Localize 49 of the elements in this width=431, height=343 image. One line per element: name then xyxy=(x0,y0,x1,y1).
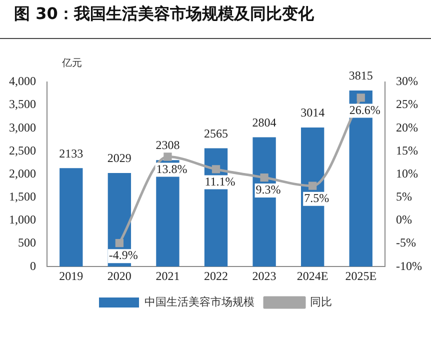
y-tick-label: 3,000 xyxy=(9,120,36,134)
data-label: 3014 xyxy=(300,106,325,120)
y2-tick-label: -10% xyxy=(396,258,422,273)
data-label: 26.6% xyxy=(349,102,380,117)
x-tick-label: 2023 xyxy=(252,268,276,283)
data-label: 2029 xyxy=(107,151,132,166)
y2-tick-label: 10% xyxy=(396,166,418,180)
chart-title: 图 30：我国生活美容市场规模及同比变化 xyxy=(14,4,314,25)
y-tick-label: 0 xyxy=(30,258,36,273)
legend-label: 中国生活美容市场规模 xyxy=(144,295,254,308)
x-tick-label: 2024E xyxy=(296,268,328,283)
y2-tick-label: -5% xyxy=(396,236,416,250)
bar xyxy=(60,168,83,267)
y-tick-label: 1,500 xyxy=(9,190,36,204)
x-tick-label: 2022 xyxy=(204,268,228,283)
point xyxy=(308,182,317,190)
data-label: 13.8% xyxy=(156,162,188,176)
x-tick-label: 2025E xyxy=(345,268,377,283)
y2-tick-label: 20% xyxy=(396,120,418,134)
y2-tick-label: 30% xyxy=(396,74,418,88)
point xyxy=(164,152,172,161)
point xyxy=(260,173,268,182)
y-tick-label: 500 xyxy=(18,236,36,250)
y2-tick-label: 0% xyxy=(396,212,412,227)
data-label: 9.3% xyxy=(256,182,281,197)
point xyxy=(212,165,220,174)
x-tick-label: 2019 xyxy=(59,268,84,283)
x-tick-label: 2021 xyxy=(156,268,180,283)
data-label: 3815 xyxy=(348,68,373,83)
y-tick-label: 4,000 xyxy=(9,74,36,88)
y2-tick-label: 15% xyxy=(396,143,418,158)
point xyxy=(356,94,365,102)
data-label: 11.1% xyxy=(204,174,236,188)
x-tick-label: 2020 xyxy=(107,268,132,283)
data-label: 2804 xyxy=(252,115,276,130)
y-tick-label: 2,000 xyxy=(9,166,36,180)
data-label: 2308 xyxy=(156,138,180,152)
y-axis-title: 亿元 xyxy=(62,57,82,70)
y-tick-label: 1,000 xyxy=(9,212,36,227)
y-tick-label: 2,500 xyxy=(9,143,36,158)
point xyxy=(115,238,124,248)
y2-tick-label: 5% xyxy=(396,190,412,204)
data-label: 2133 xyxy=(59,146,84,160)
data-label: 2565 xyxy=(204,126,228,140)
legend-label: 同比 xyxy=(310,295,332,308)
data-label: -4.9% xyxy=(108,248,138,262)
y2-tick-label: 25% xyxy=(396,97,418,112)
y-tick-label: 3,500 xyxy=(9,97,36,112)
data-label: 7.5% xyxy=(304,190,330,205)
